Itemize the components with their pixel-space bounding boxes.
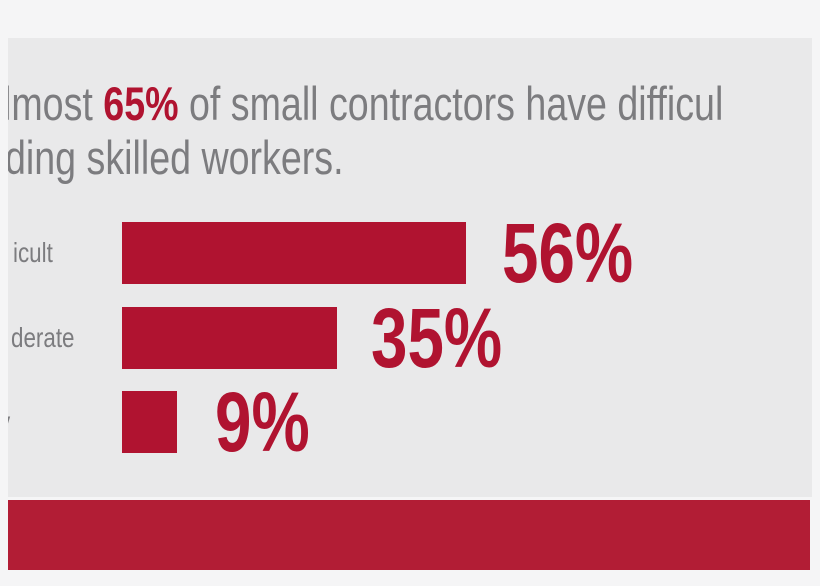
source-banner-text: G + U.S. CHAMBER COMMERCIAL CONSTRUCTION… bbox=[10, 500, 810, 570]
bar-value-easy: 9% bbox=[215, 375, 310, 469]
headline-line-1: lmost 65% of small contractors have diff… bbox=[8, 78, 812, 130]
bar-label-easy: y bbox=[8, 408, 13, 436]
bar-value-moderate: 35% bbox=[371, 291, 503, 385]
headline-text-line2: ding skilled workers. bbox=[8, 131, 344, 184]
headline-text-post: of small contractors have difficul bbox=[178, 77, 724, 130]
bar-value-difficult: 56% bbox=[502, 206, 634, 300]
headline-highlight-65: 65% bbox=[103, 77, 179, 130]
headline-line-2: ding skilled workers. bbox=[8, 132, 428, 184]
source-banner: G + U.S. CHAMBER COMMERCIAL CONSTRUCTION… bbox=[8, 500, 810, 570]
bar-easy bbox=[122, 391, 177, 453]
bar-label-moderate: derate bbox=[11, 322, 75, 353]
bar-difficult bbox=[122, 222, 466, 284]
headline-text-pre: lmost bbox=[8, 77, 104, 130]
bar-label-difficult: icult bbox=[13, 237, 53, 268]
chart-panel: lmost 65% of small contractors have diff… bbox=[8, 38, 812, 497]
bar-moderate bbox=[122, 307, 337, 369]
